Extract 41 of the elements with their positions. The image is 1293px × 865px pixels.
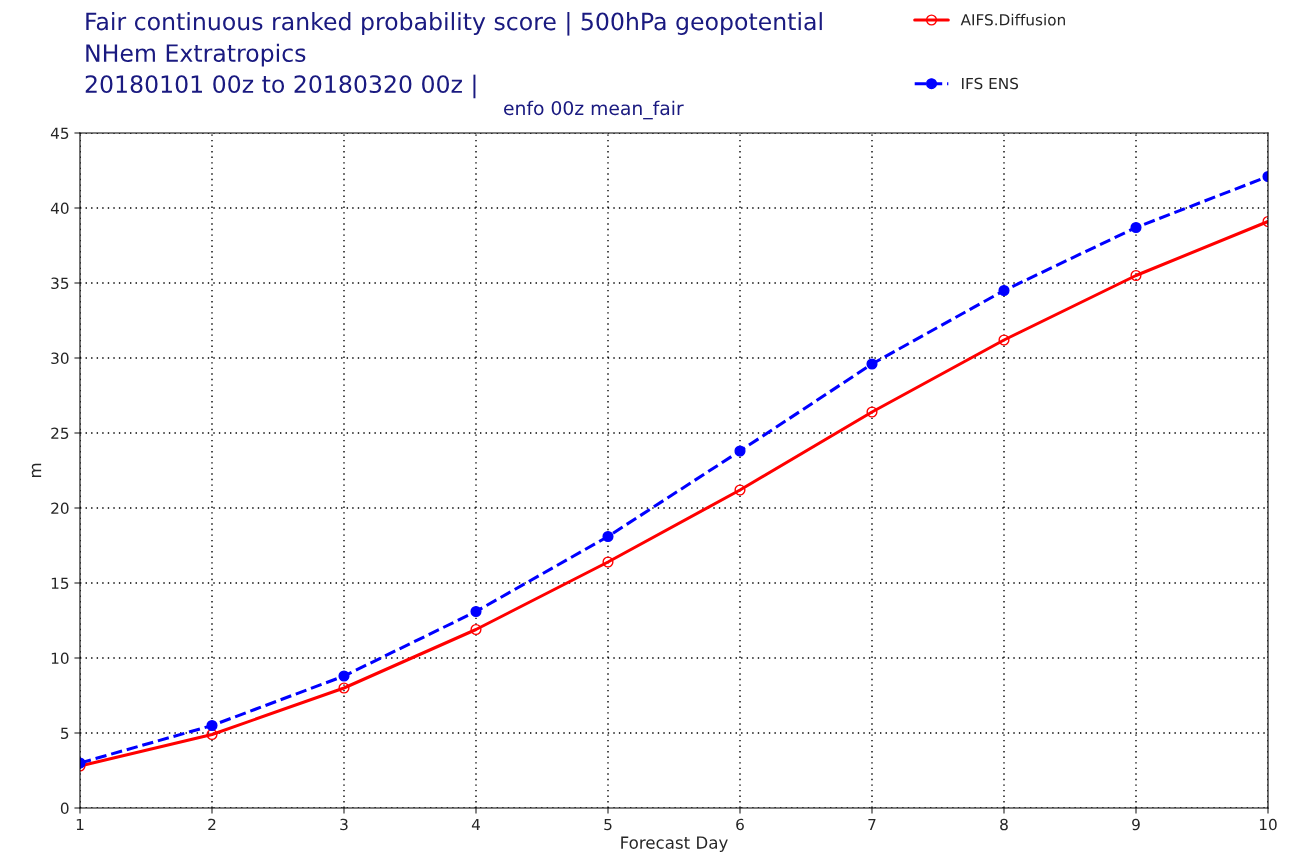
chart-title: Fair continuous ranked probability score | 500hPa geopotential NHem Extratropics 20180101 00z to 20180320 00z | [85,12,822,99]
point [206,719,218,732]
y-axis-title: m [31,463,42,478]
x-tick-label: 9 [1132,818,1140,831]
point [338,682,350,694]
point [602,530,614,543]
x-tick-label: 4 [471,818,480,831]
legend-label: IFS ENS [962,77,1019,90]
x-tick-label: 2 [208,818,216,831]
point [998,284,1010,297]
y-tick-label: 5 [61,727,69,740]
point [998,334,1010,346]
x-tick-label: 10 [1259,818,1277,831]
point [734,445,746,457]
x-axis-title: Forecast Day [621,836,728,853]
x-tick-label: 7 [868,818,876,831]
point [1130,269,1142,282]
x-tick-label: 3 [340,818,348,831]
chart-subtitle: enfo 00z mean_fair [504,100,684,120]
point [338,670,350,682]
point [734,484,746,496]
y-tick-label: 25 [51,427,69,440]
point [866,358,878,370]
y-tick-label: 45 [50,127,69,140]
point [470,605,482,618]
y-tick-label: 20 [51,502,69,515]
y-tick-label: 40 [50,202,69,215]
point [1130,221,1142,234]
y-tick-label: 30 [51,352,69,365]
legend-label: AIFS.Diffusion [960,13,1065,26]
x-tick-label: 5 [604,818,612,831]
x-tick-label: 1 [76,818,84,831]
y-tick-label: 0 [60,802,69,815]
y-tick-label: 10 [51,652,69,665]
x-tick-label: 8 [1000,818,1008,831]
point [602,556,614,568]
x-tick-label: 6 [736,818,744,831]
point [470,623,482,636]
y-tick-label: 15 [51,577,69,590]
point [866,406,878,418]
y-tick-label: 35 [51,277,69,290]
